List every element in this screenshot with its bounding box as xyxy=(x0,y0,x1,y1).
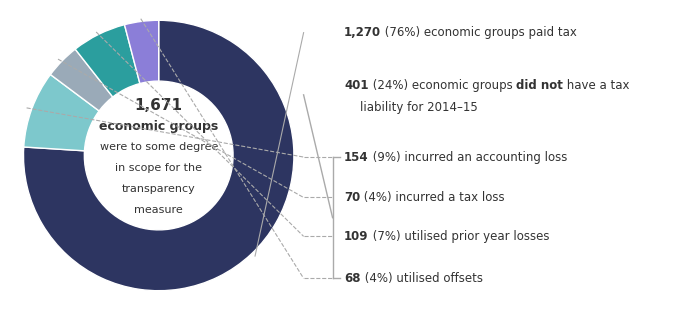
Text: 1,671: 1,671 xyxy=(135,98,183,113)
Text: liability for 2014–15: liability for 2014–15 xyxy=(359,101,477,114)
Text: 1,270: 1,270 xyxy=(344,26,382,39)
Text: (76%) economic groups paid tax: (76%) economic groups paid tax xyxy=(382,26,577,39)
Text: (9%) incurred an accounting loss: (9%) incurred an accounting loss xyxy=(368,151,567,164)
Text: in scope for the: in scope for the xyxy=(115,163,202,173)
Wedge shape xyxy=(23,20,294,291)
Text: (7%) utilised prior year losses: (7%) utilised prior year losses xyxy=(368,230,549,243)
Text: were to some degree: were to some degree xyxy=(99,142,218,152)
Text: (24%) economic groups: (24%) economic groups xyxy=(368,79,516,92)
Text: economic groups: economic groups xyxy=(99,120,218,133)
Text: have a tax: have a tax xyxy=(563,79,629,92)
Text: 401: 401 xyxy=(344,79,368,92)
Text: 109: 109 xyxy=(344,230,368,243)
Text: 70: 70 xyxy=(344,191,360,204)
Text: measure: measure xyxy=(135,205,183,215)
Wedge shape xyxy=(124,20,159,84)
Text: 68: 68 xyxy=(344,272,361,285)
Text: 154: 154 xyxy=(344,151,368,164)
Wedge shape xyxy=(50,49,112,111)
Text: transparency: transparency xyxy=(122,184,195,194)
Text: (4%) utilised offsets: (4%) utilised offsets xyxy=(361,272,483,285)
Text: did not: did not xyxy=(516,79,563,92)
Text: (4%) incurred a tax loss: (4%) incurred a tax loss xyxy=(360,191,505,204)
Wedge shape xyxy=(75,25,140,97)
Wedge shape xyxy=(23,75,99,151)
